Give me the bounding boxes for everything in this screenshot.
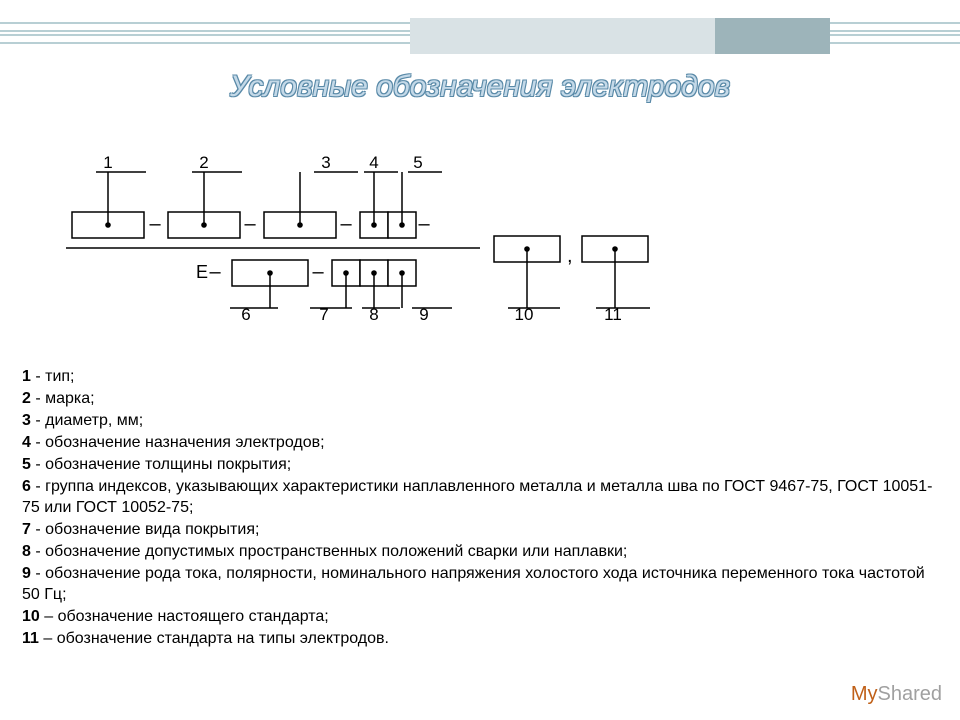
svg-text:2: 2 — [199, 153, 208, 172]
page-title: Условные обозначения электродов — [0, 70, 960, 104]
legend-list: 1 - тип;2 - марка;3 - диаметр, мм;4 - об… — [22, 366, 938, 650]
svg-text:10: 10 — [515, 305, 534, 324]
legend-item: 11 – обозначение стандарта на типы элект… — [22, 628, 938, 649]
svg-text:–: – — [418, 213, 430, 235]
svg-text:–: – — [149, 213, 161, 235]
watermark-my: My — [851, 683, 878, 705]
svg-text:8: 8 — [369, 305, 378, 324]
svg-text:–: – — [312, 261, 324, 283]
svg-text:7: 7 — [319, 305, 328, 324]
svg-text:6: 6 — [241, 305, 250, 324]
legend-item: 9 - обозначение рода тока, полярности, н… — [22, 563, 938, 605]
svg-text:–: – — [209, 261, 221, 283]
svg-text:5: 5 — [413, 153, 422, 172]
legend-item: 4 - обозначение назначения электродов; — [22, 432, 938, 453]
legend-item: 7 - обозначение вида покрытия; — [22, 519, 938, 540]
legend-item: 2 - марка; — [22, 388, 938, 409]
legend-item: 6 - группа индексов, указывающих характе… — [22, 476, 938, 518]
legend-item: 5 - обозначение толщины покрытия; — [22, 454, 938, 475]
svg-text:3: 3 — [321, 153, 330, 172]
svg-text:11: 11 — [604, 305, 622, 324]
electrode-designation-diagram: 1234567891011––––––E, — [60, 150, 700, 330]
legend-item: 1 - тип; — [22, 366, 938, 387]
legend-item: 8 - обозначение допустимых пространствен… — [22, 541, 938, 562]
legend-item: 10 – обозначение настоящего стандарта; — [22, 606, 938, 627]
svg-text:9: 9 — [419, 305, 428, 324]
svg-text:4: 4 — [369, 153, 378, 172]
svg-text:E: E — [196, 262, 208, 282]
watermark-shared: Shared — [878, 683, 943, 705]
header-decor-block-light — [410, 18, 720, 54]
svg-text:–: – — [340, 213, 352, 235]
legend-item: 3 - диаметр, мм; — [22, 410, 938, 431]
svg-text:–: – — [244, 213, 256, 235]
svg-text:1: 1 — [103, 153, 112, 172]
header-decor-block-dark — [715, 18, 830, 54]
watermark: MyShared — [851, 683, 942, 706]
svg-text:,: , — [567, 245, 573, 267]
